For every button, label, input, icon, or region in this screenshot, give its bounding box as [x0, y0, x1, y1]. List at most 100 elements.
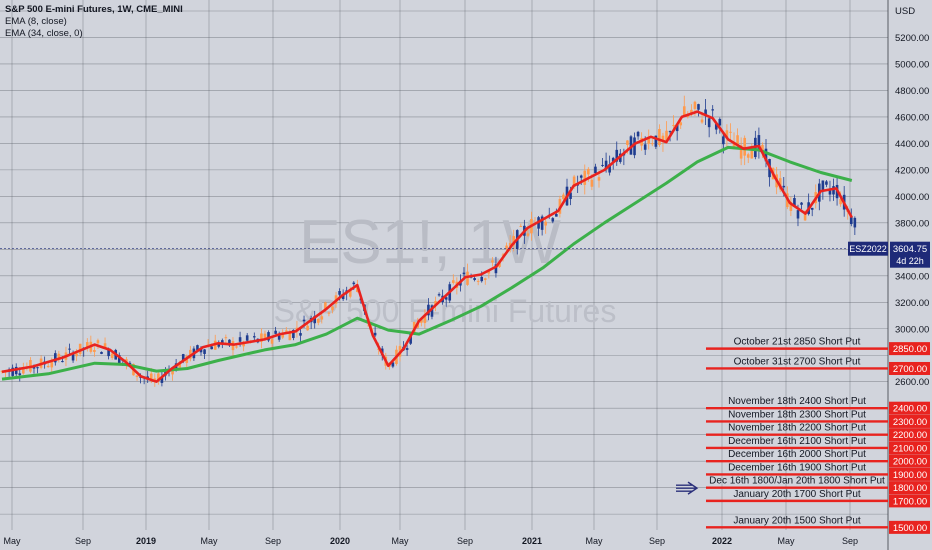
candle-body — [487, 270, 491, 274]
price-tag-value: 3604.75 — [893, 244, 927, 255]
candle-body — [157, 373, 160, 380]
x-tick-label: May — [391, 536, 409, 546]
price-axis-tick: 5200.00 — [895, 33, 929, 44]
x-tick-label: May — [585, 536, 603, 546]
candle-body — [483, 278, 487, 280]
candle-body — [594, 166, 597, 174]
candle-body — [313, 315, 317, 324]
candle-body — [22, 368, 25, 374]
candle-body — [722, 136, 725, 145]
candle-body — [739, 145, 743, 159]
candle-body — [245, 335, 249, 341]
candle-body — [181, 354, 185, 361]
candle-body — [793, 198, 796, 207]
candle-body — [348, 290, 352, 297]
level-tag-value: 1700.00 — [893, 496, 927, 507]
candle-body — [331, 306, 334, 311]
candle-body — [803, 211, 807, 221]
candle-body — [221, 340, 224, 344]
candle-body — [57, 353, 61, 360]
candle-body — [750, 150, 754, 159]
short-put-label: November 18th 2200 Short Put — [728, 423, 866, 434]
candle-body — [235, 346, 238, 348]
candle-body — [274, 330, 277, 334]
candle-body — [540, 216, 544, 230]
candle-body — [267, 332, 270, 341]
legend-ema34[interactable]: EMA (34, close, 0) — [5, 28, 83, 39]
candle-body — [682, 106, 686, 116]
level-tag-box — [889, 467, 930, 481]
candle-body — [352, 282, 356, 285]
candle-body — [117, 355, 121, 364]
ema8-line[interactable] — [1, 110, 853, 383]
candle-body — [729, 131, 732, 133]
candle-body — [494, 264, 498, 274]
price-tag-box[interactable] — [890, 241, 930, 268]
candle-body — [292, 329, 295, 339]
short-put-label: October 21st 2850 Short Put — [734, 337, 861, 348]
candle-body — [68, 348, 71, 350]
x-tick-label: Sep — [75, 536, 91, 546]
candle-body — [647, 136, 651, 144]
x-tick-label: 2021 — [522, 536, 542, 546]
candle-body — [757, 135, 761, 150]
candle-body — [451, 280, 455, 283]
candle-body — [789, 201, 793, 211]
candle-body — [437, 294, 441, 296]
price-axis-tick: 2600.00 — [895, 377, 929, 388]
candle-body — [650, 143, 654, 145]
x-tick-label: May — [200, 536, 218, 546]
candle-body — [480, 276, 484, 282]
candle-body — [228, 339, 231, 346]
candle-body — [800, 202, 803, 205]
level-tag-value: 2300.00 — [893, 417, 927, 428]
candle-body — [263, 333, 267, 341]
candle-body — [700, 119, 704, 123]
candle-body — [633, 137, 636, 156]
level-tag-value: 2000.00 — [893, 457, 927, 468]
candle-body — [288, 332, 292, 341]
price-axis-tick: 4000.00 — [895, 192, 929, 203]
candle-body — [853, 217, 857, 228]
legend-ema8[interactable]: EMA (8, close) — [5, 16, 67, 27]
price-axis-tick: 4200.00 — [895, 165, 929, 176]
candle-body — [654, 135, 658, 147]
arrow-icon — [676, 481, 699, 495]
candle-body — [203, 349, 206, 354]
level-tag-box — [889, 414, 930, 428]
candle-body — [18, 373, 22, 376]
level-tag-box — [889, 454, 930, 468]
candle-body — [672, 125, 675, 127]
candle-body — [373, 332, 377, 336]
candle-body — [270, 339, 274, 344]
candle-body — [551, 218, 555, 222]
short-put-label: November 18th 2300 Short Put — [728, 409, 866, 420]
candle-body — [128, 362, 132, 364]
candle-body — [306, 325, 309, 331]
candle-body — [149, 373, 153, 381]
x-tick-label: Sep — [457, 536, 473, 546]
candle-body — [746, 154, 750, 158]
level-tag-box — [889, 342, 930, 356]
candle-body — [430, 305, 434, 317]
candle-body — [849, 216, 853, 225]
candle-body — [512, 236, 516, 246]
ema34-line[interactable] — [1, 145, 853, 381]
candle-body — [505, 245, 508, 249]
candle-body — [11, 367, 14, 376]
candle-body — [736, 135, 739, 147]
price-axis-tick: 4800.00 — [895, 86, 929, 97]
x-tick-label: Sep — [649, 536, 665, 546]
candle-body — [327, 312, 331, 314]
x-tick-label: 2022 — [712, 536, 732, 546]
x-tick-label: May — [3, 536, 21, 546]
short-put-label: Dec 16th 1800/Jan 20th 1800 Short Put — [709, 476, 885, 487]
candle-body — [100, 351, 103, 354]
candle-body — [714, 124, 718, 130]
candle-body — [743, 137, 746, 156]
candle-body — [476, 280, 480, 282]
short-put-label: November 18th 2400 Short Put — [728, 396, 866, 407]
level-tag-box — [889, 441, 930, 455]
